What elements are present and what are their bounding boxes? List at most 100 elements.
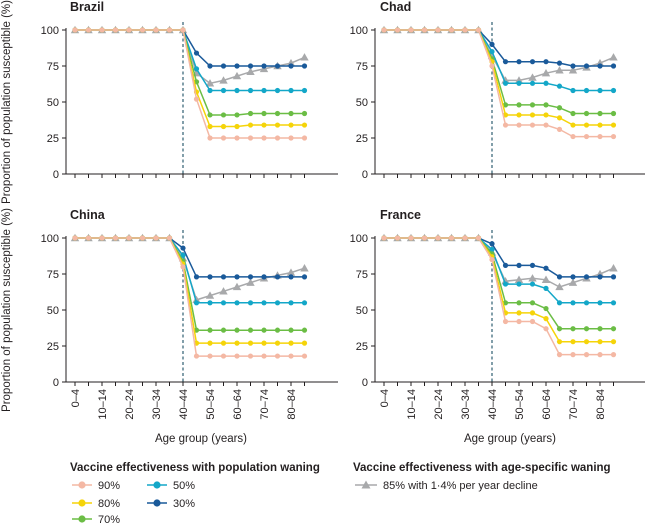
data-point-brazil-90-8 (180, 27, 186, 33)
data-point-france-30-13 (556, 274, 563, 280)
data-point-france-85-with-1-4-per-year-decline-10 (514, 275, 524, 283)
x-axis-title-right: Age group (years) (464, 433, 556, 445)
x-tick-label-china-50-54: 50–54 (205, 389, 217, 420)
data-point-france-85-with-1-4-per-year-decline-17 (609, 264, 618, 272)
data-point-france-90-17 (610, 352, 617, 358)
data-point-brazil-30-10 (207, 63, 213, 69)
y-tick-label-chad-25: 25 (356, 133, 368, 145)
data-point-chad-90-5 (448, 27, 455, 33)
panel-title-france: France (380, 208, 421, 222)
data-point-france-80-14 (570, 339, 576, 345)
data-point-france-90-12 (543, 326, 549, 332)
data-point-china-90-13 (247, 353, 254, 359)
data-point-china-70-10 (207, 327, 213, 333)
data-point-chad-30-9 (502, 59, 509, 65)
y-tick-label-brazil-50: 50 (47, 97, 59, 109)
series-line-china-85-with-1-4-per-year-decline (75, 237, 305, 301)
series-line-chad-70 (384, 29, 614, 115)
data-point-china-30-16 (288, 274, 294, 280)
data-point-china-90-6 (153, 235, 159, 241)
data-point-brazil-90-0 (72, 27, 78, 33)
data-point-france-80-11 (529, 310, 536, 316)
data-point-brazil-70-17 (301, 110, 308, 117)
panel-title-chad: Chad (380, 0, 411, 14)
data-point-france-50-13 (556, 300, 563, 306)
x-tick-label-france-50-54: 50–54 (514, 389, 526, 420)
data-point-chad-30-8 (489, 41, 495, 48)
data-point-brazil-90-12 (234, 135, 240, 141)
data-point-china-30-12 (234, 274, 240, 280)
data-point-france-90-1 (394, 235, 401, 241)
y-tick-label-chad-0: 0 (362, 169, 368, 181)
data-point-chad-50-8 (489, 49, 495, 55)
y-tick-label-china-50: 50 (47, 305, 59, 317)
data-point-brazil-80-10 (207, 123, 213, 130)
data-point-brazil-50-14 (261, 87, 267, 94)
x-tick-label-france-80-84: 80–84 (595, 389, 607, 420)
data-point-china-80-12 (234, 340, 240, 346)
data-point-chad-30-10 (516, 59, 522, 65)
data-point-chad-70-17 (610, 110, 617, 117)
data-point-france-80-10 (516, 310, 522, 316)
data-point-france-85-with-1-4-per-year-decline-13 (555, 282, 564, 291)
data-point-brazil-90-1 (85, 27, 92, 33)
data-point-china-85-with-1-4-per-year-decline-12 (232, 282, 242, 291)
data-point-chad-90-0 (381, 27, 387, 33)
data-point-chad-90-7 (475, 27, 482, 33)
data-point-brazil-70-12 (234, 112, 240, 118)
data-point-china-50-12 (234, 300, 240, 306)
x-tick-label-france-0-4: 0–4 (379, 389, 391, 407)
data-point-china-70-17 (301, 327, 308, 333)
data-point-france-30-12 (543, 265, 549, 271)
data-point-chad-50-11 (529, 80, 536, 86)
data-point-france-80-17 (610, 339, 617, 345)
data-point-chad-50-17 (610, 87, 617, 94)
data-point-chad-90-16 (597, 133, 603, 140)
y-tick-label-china-25: 25 (47, 341, 59, 353)
data-point-chad-90-3 (421, 27, 428, 33)
data-point-france-80-15 (583, 339, 590, 345)
x-tick-label-france-10-14: 10–14 (406, 389, 418, 420)
data-point-brazil-70-16 (288, 110, 294, 117)
x-tick-label-france-40-44: 40–44 (487, 389, 499, 420)
data-point-france-50-16 (597, 300, 603, 306)
series-line-brazil-90 (75, 29, 305, 139)
data-point-china-90-5 (139, 235, 146, 241)
data-point-france-90-10 (516, 318, 522, 325)
legend-marker-age-specific (361, 480, 371, 489)
panel-china: China 0 25 50 75 100 0–4 10–14 20–24 30–34 40–44 50… (41, 208, 338, 420)
data-point-chad-70-13 (556, 105, 563, 111)
x-tick-label-china-10-14: 10–14 (97, 389, 109, 420)
data-point-chad-80-14 (570, 122, 576, 128)
data-point-china-90-9 (193, 353, 200, 359)
data-point-brazil-85-with-1-4-per-year-decline-12 (232, 71, 242, 80)
data-point-china-90-12 (234, 353, 240, 359)
data-point-france-70-9 (502, 300, 509, 306)
data-point-chad-80-12 (543, 112, 549, 118)
data-point-brazil-90-17 (301, 135, 308, 141)
data-point-chad-30-13 (556, 60, 563, 66)
data-point-france-70-15 (583, 326, 590, 332)
y-tick-label-france-100: 100 (350, 233, 368, 245)
data-point-brazil-80-12 (234, 123, 240, 130)
data-point-chad-30-17 (610, 63, 617, 69)
data-point-france-80-16 (597, 339, 603, 345)
data-point-china-90-14 (261, 353, 267, 359)
data-point-france-30-17 (610, 274, 617, 280)
data-point-france-30-11 (529, 262, 536, 268)
data-point-france-85-with-1-4-per-year-decline-11 (528, 274, 537, 282)
data-point-chad-90-12 (543, 122, 549, 128)
data-point-brazil-90-15 (274, 135, 281, 141)
data-point-china-50-13 (247, 300, 254, 306)
data-point-france-90-7 (475, 235, 482, 241)
legend-item-70: 70% (72, 514, 120, 525)
y-tick-label-chad-50: 50 (356, 97, 368, 109)
data-point-france-90-6 (462, 235, 468, 241)
data-point-brazil-70-15 (274, 110, 281, 117)
data-point-france-90-0 (381, 235, 387, 241)
data-point-china-90-11 (220, 353, 227, 359)
data-point-china-70-16 (288, 327, 294, 333)
legend-marker-70 (78, 515, 86, 523)
data-point-china-50-9 (193, 300, 200, 306)
data-point-brazil-90-10 (207, 135, 213, 141)
